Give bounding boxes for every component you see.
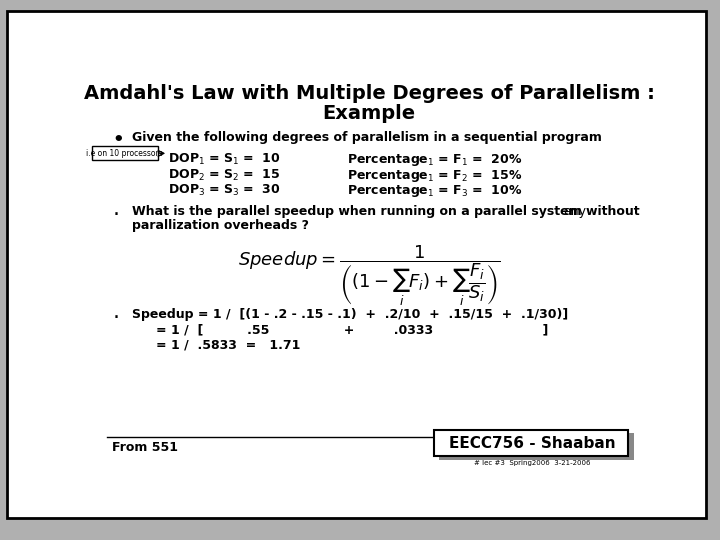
Text: Amdahl's Law with Multiple Degrees of Parallelism :: Amdahl's Law with Multiple Degrees of Pa… xyxy=(84,84,654,103)
Text: parallization overheads ?: parallization overheads ? xyxy=(132,219,309,233)
Text: any: any xyxy=(564,205,587,218)
Text: DOP$_1$ = S$_1$ =  10: DOP$_1$ = S$_1$ = 10 xyxy=(168,152,281,167)
Text: What is the parallel speedup when running on a parallel system without: What is the parallel speedup when runnin… xyxy=(132,205,644,218)
Text: From 551: From 551 xyxy=(112,441,179,454)
FancyBboxPatch shape xyxy=(433,430,629,456)
Text: $\mathit{Speedup} = \dfrac{1}{\left((1-\sum_i F_i)+\sum_i\dfrac{\boldsymbol{F_i}: $\mathit{Speedup} = \dfrac{1}{\left((1-\… xyxy=(238,244,500,308)
Text: EECC756 - Shaaban: EECC756 - Shaaban xyxy=(449,436,616,451)
Text: Speedup = 1 /  [(1 - .2 - .15 - .1)  +  .2/10  +  .15/15  +  .1/30)]: Speedup = 1 / [(1 - .2 - .15 - .1) + .2/… xyxy=(132,308,568,321)
Text: DOP$_2$ = S$_2$ =  15: DOP$_2$ = S$_2$ = 15 xyxy=(168,167,281,183)
Text: # lec #3  Spring2006  3-21-2006: # lec #3 Spring2006 3-21-2006 xyxy=(474,460,590,466)
Text: •: • xyxy=(112,131,124,150)
Text: ·: · xyxy=(112,205,120,225)
Text: DOP$_3$ = S$_3$ =  30: DOP$_3$ = S$_3$ = 30 xyxy=(168,183,281,198)
Text: Percentage$_1$ = F$_3$ =  10%: Percentage$_1$ = F$_3$ = 10% xyxy=(347,183,522,199)
Text: = 1 /  .5833  =   1.71: = 1 / .5833 = 1.71 xyxy=(156,339,300,352)
Text: Percentage$_1$ = F$_1$ =  20%: Percentage$_1$ = F$_1$ = 20% xyxy=(347,152,522,168)
Text: = 1 /  [          .55                 +         .0333                         ]: = 1 / [ .55 + .0333 ] xyxy=(156,323,548,336)
Text: ·: · xyxy=(112,308,120,328)
Text: Percentage$_1$ = F$_2$ =  15%: Percentage$_1$ = F$_2$ = 15% xyxy=(347,167,522,184)
FancyBboxPatch shape xyxy=(91,146,158,160)
Text: Example: Example xyxy=(323,104,415,123)
Text: i.e on 10 processors: i.e on 10 processors xyxy=(86,149,163,158)
FancyBboxPatch shape xyxy=(439,433,634,460)
Text: Given the following degrees of parallelism in a sequential program: Given the following degrees of paralleli… xyxy=(132,131,602,144)
